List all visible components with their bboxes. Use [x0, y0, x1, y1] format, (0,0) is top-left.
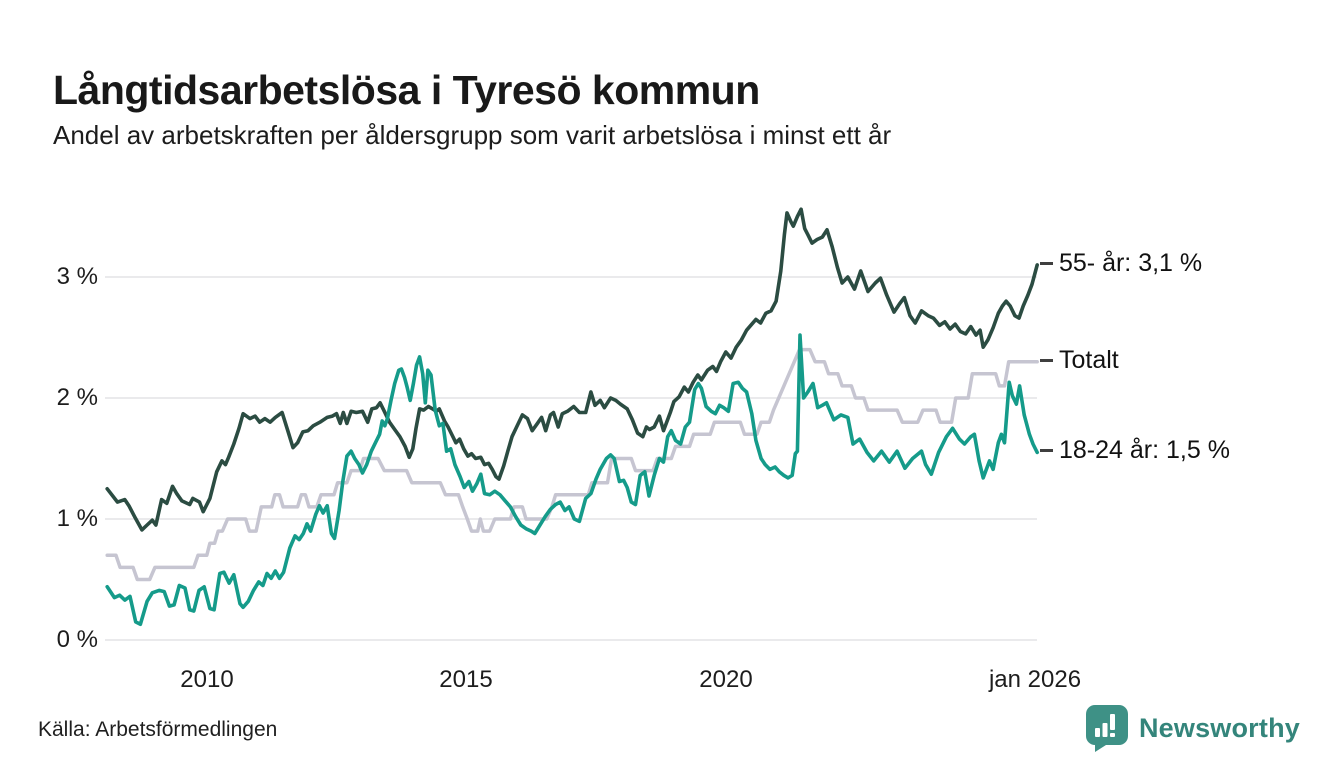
page-title: Långtidsarbetslösa i Tyresö kommun: [53, 67, 760, 114]
gridlines: [105, 276, 1037, 641]
x-tick-2020: 2020: [699, 666, 753, 693]
series-label-text: 18-24 år: 1,5 %: [1059, 436, 1230, 464]
series-line-totalt: [105, 347, 1039, 582]
series-line-18-24: [105, 333, 1039, 627]
chart-subtitle: Andel av arbetskraften per åldersgrupp s…: [53, 120, 892, 150]
label-dash-icon: [1040, 359, 1053, 362]
series-line-55-plus: [105, 207, 1039, 532]
series-label-text: Totalt: [1059, 346, 1119, 374]
y-tick-3: 3 %: [56, 263, 98, 290]
y-tick-1: 1 %: [56, 505, 98, 532]
y-tick-0: 0 %: [56, 626, 98, 653]
newsworthy-logo: Newsworthy: [1085, 705, 1300, 752]
series-label-55-plus: 55- år: 3,1 %: [1040, 249, 1202, 278]
label-dash-icon: [1040, 262, 1053, 265]
label-dash-icon: [1040, 449, 1053, 452]
x-tick-2010: 2010: [180, 666, 234, 693]
x-tick-jan-2026: jan 2026: [988, 666, 1082, 693]
x-tick-2015: 2015: [439, 666, 493, 693]
bar-chart-bubble-icon: [1085, 705, 1128, 752]
series-label-text: 55- år: 3,1 %: [1059, 249, 1203, 277]
series-label-totalt: Totalt: [1040, 346, 1119, 375]
brand-name: Newsworthy: [1138, 713, 1300, 743]
source-attribution: Källa: Arbetsförmedlingen: [38, 718, 278, 741]
y-tick-2: 2 %: [56, 384, 98, 411]
series-label-18-24: 18-24 år: 1,5 %: [1040, 436, 1230, 465]
